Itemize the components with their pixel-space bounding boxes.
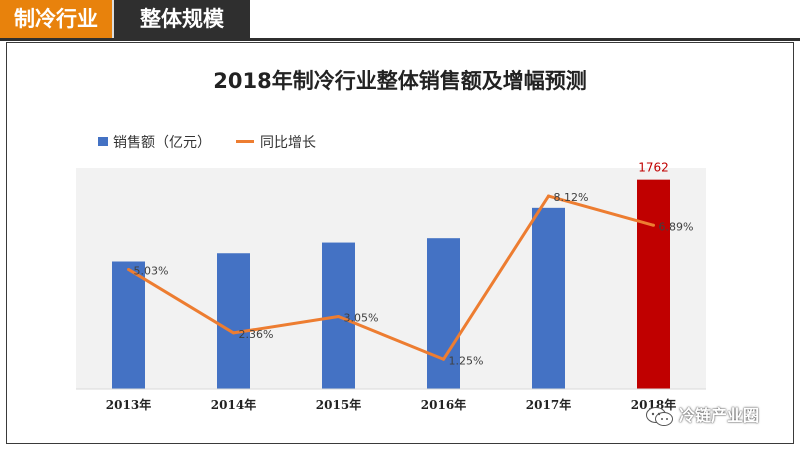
growth-point: [442, 357, 445, 361]
legend-swatch-line: [236, 140, 254, 143]
growth-point: [547, 194, 550, 198]
wechat-icon: [646, 407, 673, 426]
header-bar: 制冷行业 整体规模: [0, 0, 800, 41]
watermark-text: 冷链产业圈: [679, 406, 760, 425]
growth-data-label: 5.03%: [134, 264, 169, 277]
bar-2014年: [217, 253, 250, 389]
legend-swatch-bar: [98, 137, 108, 146]
growth-point: [652, 223, 655, 227]
plot-area: [76, 168, 706, 389]
bar-2018年: [637, 179, 670, 389]
x-tick-label: 2018年: [631, 397, 676, 412]
bar-2013年: [112, 261, 145, 389]
growth-line: [127, 194, 654, 361]
x-tick-label: 2016年: [421, 397, 466, 412]
chart-title: 2018年制冷行业整体销售额及增幅预测: [213, 69, 587, 93]
x-tick-label: 2017年: [526, 397, 571, 412]
bar-2016年: [427, 238, 460, 389]
growth-data-label: 1.25%: [449, 354, 484, 367]
growth-data-label: 6.89%: [659, 220, 694, 233]
growth-point: [337, 315, 340, 319]
growth-point: [127, 267, 130, 271]
x-tick-label: 2013年: [106, 397, 151, 412]
bar-data-label: 1762: [638, 161, 669, 175]
x-tick-label: 2014年: [211, 397, 256, 412]
header-divider: [0, 38, 800, 41]
bar-2017年: [532, 207, 565, 389]
category-tab[interactable]: 制冷行业: [0, 0, 112, 38]
section-title: 整体规模: [112, 0, 250, 38]
x-tick-label: 2015年: [316, 397, 361, 412]
growth-point: [232, 331, 235, 335]
growth-data-label: 2.36%: [239, 328, 274, 341]
growth-data-label: 3.05%: [344, 312, 379, 325]
legend-label-growth: 同比增长: [260, 135, 316, 151]
legend-label-sales: 销售额（亿元）: [113, 135, 211, 151]
growth-data-label: 8.12%: [554, 191, 589, 204]
